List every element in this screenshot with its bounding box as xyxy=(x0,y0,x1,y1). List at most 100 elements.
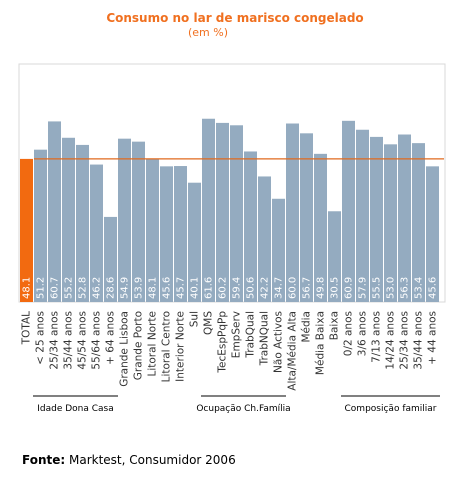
value-label: 42.2 xyxy=(260,277,271,299)
category-label: Litoral Norte xyxy=(147,311,159,377)
bars xyxy=(20,118,439,303)
source-text: Marktest, Consumidor 2006 xyxy=(65,453,236,467)
bar xyxy=(20,158,33,302)
category-label: TrabNQual xyxy=(259,311,271,366)
value-label: 34.7 xyxy=(274,277,285,299)
bar xyxy=(300,133,313,302)
bar xyxy=(160,166,173,302)
value-label: 48.1 xyxy=(148,277,159,299)
bar xyxy=(104,216,117,302)
category-label: 35/44 anos xyxy=(63,311,75,370)
category-label: + 44 anos xyxy=(427,311,439,365)
bar xyxy=(118,138,131,302)
category-label: Sul xyxy=(189,311,201,327)
value-label: 55.2 xyxy=(64,277,75,299)
value-label: 30.5 xyxy=(330,277,341,299)
value-label: 52.8 xyxy=(78,277,89,299)
bar xyxy=(174,166,187,302)
value-label: 56.7 xyxy=(302,277,313,299)
category-label: TOTAL xyxy=(21,311,33,345)
category-label: TecEspPqPp xyxy=(217,311,229,374)
bar xyxy=(132,141,145,302)
value-label: 57.9 xyxy=(358,277,369,299)
value-label: 48.1 xyxy=(22,277,33,299)
value-label: 60.0 xyxy=(288,277,299,299)
bar xyxy=(146,158,159,302)
bar xyxy=(342,120,355,302)
category-label: QMS xyxy=(203,311,215,335)
category-label: 0/2 anos xyxy=(343,311,355,356)
value-labels: 48.1 51.2 60.7 55.2 52.8 46.2 28.6 54.9 53.9 48.1… xyxy=(22,277,439,299)
category-label: Média Baixa xyxy=(315,311,327,375)
category-label: 45/54 anos xyxy=(77,311,89,370)
bar xyxy=(76,144,89,302)
group-label: Idade Dona Casa xyxy=(37,404,114,414)
value-label: 50.6 xyxy=(246,277,257,299)
bar xyxy=(244,151,257,302)
group-label: Composição familiar xyxy=(345,404,437,414)
value-label: 61.6 xyxy=(204,277,215,299)
value-label: 54.9 xyxy=(120,277,131,299)
bar xyxy=(90,164,103,302)
category-label: < 25 anos xyxy=(35,311,47,365)
value-label: 53.0 xyxy=(386,277,397,299)
category-label: + 64 anos xyxy=(105,311,117,365)
chart-subtitle: (em %) xyxy=(188,26,228,39)
category-label: Interior Norte xyxy=(175,311,187,382)
bar xyxy=(328,211,341,302)
category-label: Grande Porto xyxy=(133,311,145,380)
value-label: 46.2 xyxy=(92,277,103,299)
bar xyxy=(188,182,201,302)
value-label: 56.3 xyxy=(400,277,411,299)
category-label: Litoral Centro xyxy=(161,311,173,382)
bar xyxy=(230,125,243,302)
source-note: Fonte: Marktest, Consumidor 2006 xyxy=(22,453,236,467)
bar xyxy=(258,176,271,302)
category-label: TrabQual xyxy=(245,311,257,359)
value-label: 60.2 xyxy=(218,277,229,299)
category-label: 55/64 anos xyxy=(91,311,103,370)
bar xyxy=(286,123,299,302)
source-label: Fonte: xyxy=(22,453,65,467)
bar xyxy=(272,198,285,302)
bar xyxy=(314,153,327,302)
category-label: Alta/Média Alta xyxy=(287,311,299,391)
bar xyxy=(370,136,383,302)
value-label: 60.7 xyxy=(50,277,61,299)
bar xyxy=(62,137,75,302)
category-labels: TOTAL < 25 anos 25/34 anos 35/44 anos 45/54 … xyxy=(21,311,439,391)
bar xyxy=(412,143,425,302)
value-label: 60.9 xyxy=(344,277,355,299)
value-label: 55.5 xyxy=(372,277,383,299)
bar xyxy=(426,166,439,302)
value-label: 40.1 xyxy=(190,277,201,299)
value-label: 51.2 xyxy=(36,277,47,299)
value-label: 45.6 xyxy=(428,277,439,299)
chart-title: Consumo no lar de marisco congelado xyxy=(106,11,363,25)
bar xyxy=(356,129,369,302)
bar xyxy=(384,144,397,302)
category-label: 35/44 anos xyxy=(413,311,425,370)
value-label: 59.4 xyxy=(232,277,243,299)
bar xyxy=(48,121,61,302)
category-label: EmpServ xyxy=(231,311,243,358)
group-label: Ocupação Ch.Família xyxy=(196,404,290,414)
value-label: 53.4 xyxy=(414,277,425,299)
category-label: 25/34 anos xyxy=(49,311,61,370)
category-label: Grande Lisboa xyxy=(119,311,131,387)
category-label: Não Activos xyxy=(273,311,285,373)
category-label: 3/6 anos xyxy=(357,311,369,356)
bar xyxy=(216,122,229,302)
category-label: Média xyxy=(301,311,313,343)
category-label: 25/34 anos xyxy=(399,311,411,370)
category-label: Baixa xyxy=(329,311,341,340)
value-label: 53.9 xyxy=(134,277,145,299)
bar xyxy=(398,134,411,302)
group-labels: Idade Dona Casa Ocupação Ch.Família Compos… xyxy=(33,395,440,414)
category-label: 14/24 anos xyxy=(385,311,397,370)
value-label: 49.8 xyxy=(316,277,327,299)
bar xyxy=(34,149,47,302)
category-label: 7/13 anos xyxy=(371,311,383,363)
value-label: 45.7 xyxy=(176,277,187,299)
